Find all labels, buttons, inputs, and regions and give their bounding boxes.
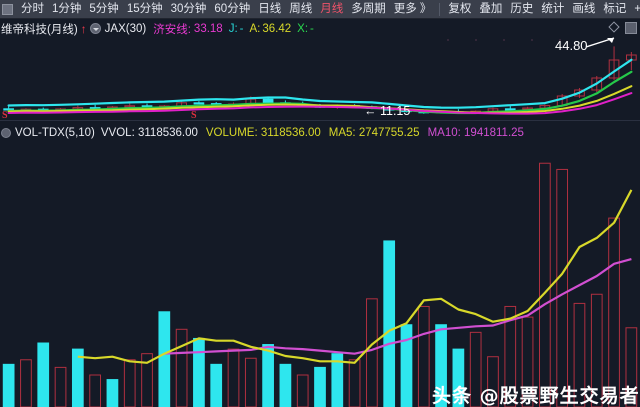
tab-60min[interactable]: 60分钟 [214, 2, 251, 15]
button-fuquan[interactable]: 复权 [448, 2, 472, 15]
tab-fenshi[interactable]: 分时 [21, 2, 44, 15]
volume-chart-svg [2, 162, 638, 407]
indicator-name[interactable]: JAX(30) [104, 22, 147, 35]
tab-15min[interactable]: 15分钟 [126, 2, 163, 15]
a-label: A: [249, 22, 261, 35]
tab-weekly[interactable]: 周线 [289, 2, 313, 15]
grid-icon[interactable] [2, 3, 13, 15]
settings-icon[interactable] [625, 22, 637, 34]
tab-daily[interactable]: 日线 [258, 2, 282, 15]
up-arrow-icon: ↑ [80, 21, 87, 36]
panel-divider [0, 120, 640, 121]
tab-more[interactable]: 更多 》 [393, 2, 432, 15]
watermark: 头条 @股票野生交易者 [432, 385, 640, 407]
button-history[interactable]: 历史 [510, 2, 534, 15]
tab-30min[interactable]: 30分钟 [170, 2, 207, 15]
volume-chevron-icon[interactable] [1, 127, 11, 138]
toolbar-divider [439, 2, 441, 16]
symbol-name: 维帝科技(月线) [1, 23, 78, 36]
marker-s-left: S [2, 110, 8, 121]
high-price-label: 44.80 [555, 38, 588, 53]
ma10-readout: MA10: 1941811.25 [427, 126, 524, 139]
j-label: J: [228, 22, 238, 35]
marker-s-mid: S [191, 110, 197, 121]
button-statistics[interactable]: 统计 [541, 2, 565, 15]
jianline-value: 33.18 [193, 22, 223, 35]
high-price-annotation: 44.80 [555, 38, 588, 53]
button-drawline[interactable]: 画线 [572, 2, 596, 15]
ma5-readout: MA5: 2747755.25 [328, 126, 420, 139]
x-label: X: [297, 22, 309, 35]
high-price-arrow-icon [586, 37, 615, 48]
price-chart-panel[interactable] [0, 38, 640, 120]
j-value: - [239, 22, 244, 35]
price-panel-header: 维帝科技(月线) ↑ JAX(30) 济安线: 33.18 J: - A: 36… [0, 19, 640, 38]
period-toolbar: 分时 1分钟 5分钟 15分钟 30分钟 60分钟 日线 周线 月线 多周期 更… [0, 0, 640, 19]
button-mark[interactable]: 标记 [603, 2, 627, 15]
tab-5min[interactable]: 5分钟 [89, 2, 119, 15]
volume-chart-panel[interactable] [0, 142, 640, 407]
jianline-label: 济安线: [153, 23, 191, 36]
vvol-readout: VVOL: 3118536.00 [100, 126, 198, 139]
volume-readout: VOLUME: 3118536.00 [205, 126, 321, 139]
volume-panel-header: VOL-TDX(5,10) VVOL: 3118536.00 VOLUME: 3… [0, 124, 640, 141]
button-add-custom[interactable]: +自 [634, 2, 640, 15]
a-value: 36.42 [262, 22, 292, 35]
button-overlay[interactable]: 叠加 [479, 2, 503, 15]
chevron-down-icon[interactable] [89, 23, 101, 34]
tab-multi-period[interactable]: 多周期 [351, 2, 386, 15]
price-chart-svg [3, 39, 637, 115]
x-value: - [310, 22, 314, 35]
volume-indicator-name[interactable]: VOL-TDX(5,10) [15, 126, 95, 139]
tab-1min[interactable]: 1分钟 [52, 2, 82, 15]
low-price-annotation: ← 11.15 [364, 104, 411, 118]
tab-monthly[interactable]: 月线 [320, 2, 344, 15]
